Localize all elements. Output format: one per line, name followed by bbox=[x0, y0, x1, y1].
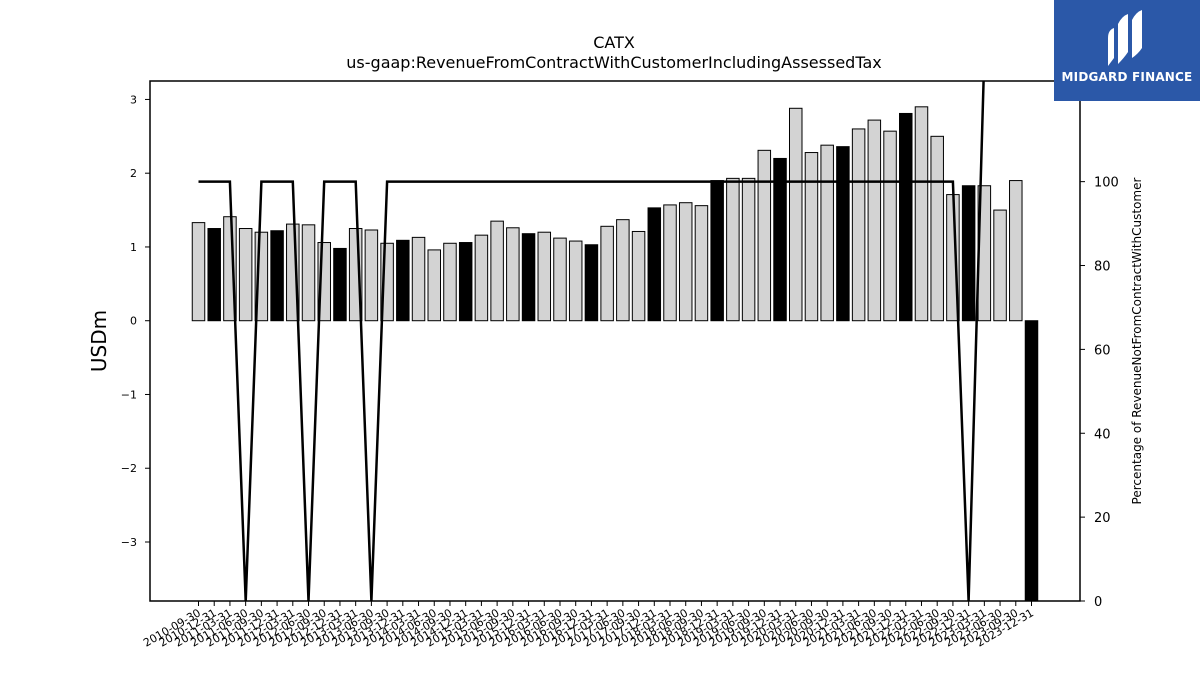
bar bbox=[506, 227, 520, 322]
y2-tick-label: 100 bbox=[1094, 176, 1119, 191]
bar bbox=[600, 225, 614, 322]
logo-mark-icon bbox=[1108, 10, 1142, 66]
bar bbox=[961, 185, 976, 322]
bar bbox=[238, 228, 253, 322]
bar bbox=[553, 237, 567, 322]
bar bbox=[741, 177, 756, 322]
bar bbox=[270, 230, 284, 322]
y-tick-label: −1 bbox=[121, 388, 137, 401]
bar bbox=[804, 152, 819, 322]
bar bbox=[411, 236, 426, 322]
bar bbox=[836, 146, 850, 322]
bar bbox=[788, 107, 803, 322]
bar bbox=[851, 128, 866, 322]
y2-axis: 0 20 40 60 80 100 bbox=[1080, 176, 1119, 610]
bar bbox=[333, 247, 347, 322]
y2-tick-label: 40 bbox=[1094, 427, 1111, 442]
bar bbox=[710, 180, 724, 322]
bar bbox=[301, 224, 316, 322]
logo-text: MIDGARD FINANCE bbox=[1061, 70, 1193, 84]
bar bbox=[490, 220, 504, 322]
bar bbox=[1009, 180, 1023, 322]
chart-title: CATX bbox=[593, 33, 635, 52]
bar bbox=[773, 157, 787, 322]
bar bbox=[631, 230, 646, 322]
line-path bbox=[198, 81, 985, 601]
bar bbox=[820, 144, 834, 322]
bar bbox=[616, 219, 630, 322]
bar bbox=[914, 106, 929, 322]
y-tick-label: −2 bbox=[121, 462, 137, 475]
y2-axis-label: Percentage of RevenueNotFromContractWith… bbox=[1130, 178, 1144, 505]
chart-subtitle: us-gaap:RevenueFromContractWithCustomerI… bbox=[346, 53, 881, 72]
y-tick-label: 1 bbox=[130, 241, 137, 254]
midgard-finance-logo: MIDGARD FINANCE bbox=[1054, 0, 1200, 101]
bar bbox=[443, 242, 457, 322]
bar bbox=[930, 135, 944, 322]
bar bbox=[678, 202, 693, 322]
bar bbox=[474, 234, 489, 322]
bar bbox=[458, 242, 473, 322]
bar bbox=[521, 233, 536, 322]
y-axis: −3 −2 −1 0 1 2 3 bbox=[121, 93, 150, 549]
y-tick-label: 2 bbox=[130, 167, 137, 180]
bar bbox=[663, 204, 677, 322]
bar bbox=[993, 209, 1007, 322]
bar bbox=[726, 177, 740, 322]
y2-tick-label: 60 bbox=[1094, 343, 1111, 358]
bar bbox=[191, 222, 206, 322]
bar bbox=[899, 112, 913, 322]
bar bbox=[396, 239, 410, 322]
y2-tick-label: 80 bbox=[1094, 260, 1111, 275]
bar bbox=[1024, 320, 1039, 602]
plot-frame bbox=[149, 80, 1081, 602]
bar bbox=[647, 207, 662, 322]
bar bbox=[757, 149, 772, 322]
bar bbox=[883, 130, 897, 322]
bar bbox=[694, 205, 709, 322]
y-tick-label: 0 bbox=[130, 315, 137, 328]
bar bbox=[537, 231, 552, 322]
y-tick-label: 3 bbox=[130, 93, 137, 106]
bar bbox=[568, 240, 583, 322]
bar bbox=[584, 244, 599, 322]
x-axis: 2010-09-302010-12-312011-03-312011-06-30… bbox=[141, 601, 1036, 650]
bar bbox=[207, 228, 221, 322]
line-series bbox=[198, 81, 985, 601]
y-tick-label: −3 bbox=[121, 536, 137, 549]
y2-tick-label: 0 bbox=[1094, 595, 1102, 610]
y-axis-label: USDm bbox=[87, 310, 111, 372]
bar bbox=[867, 119, 882, 322]
bar bbox=[364, 229, 379, 322]
bar bbox=[427, 249, 442, 322]
y2-tick-label: 20 bbox=[1094, 511, 1111, 526]
